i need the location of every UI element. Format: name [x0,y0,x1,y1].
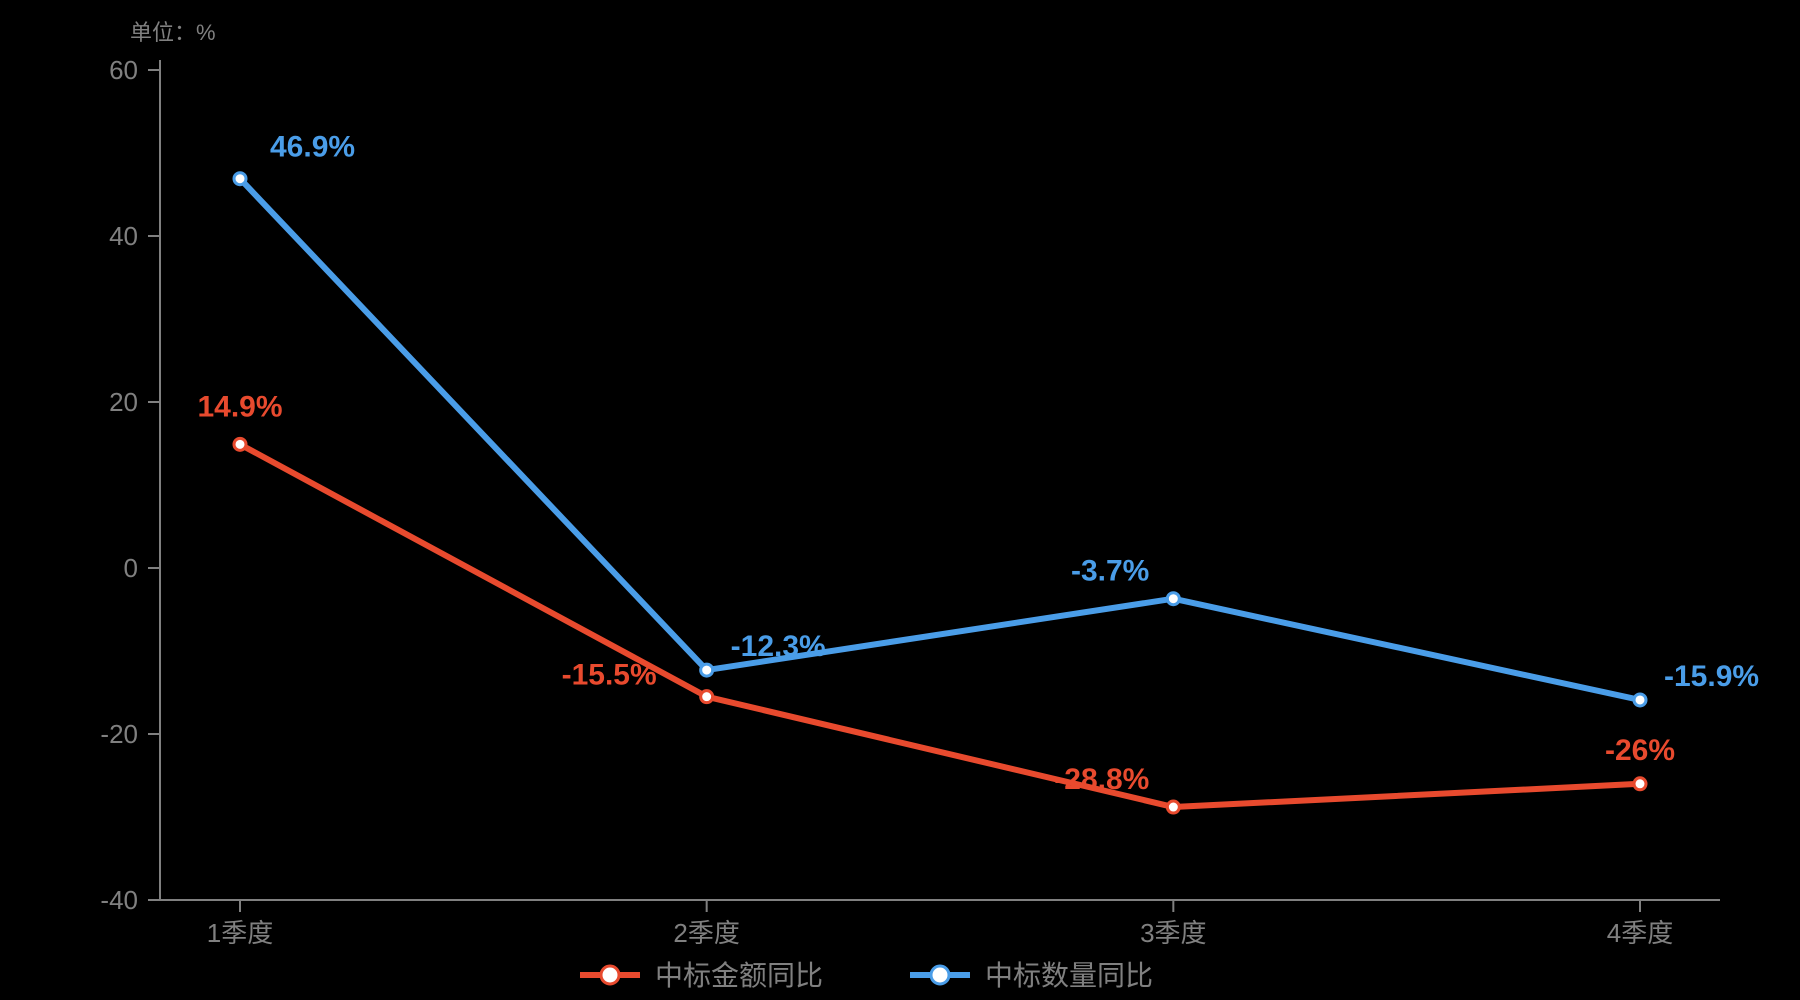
data-point-marker [234,438,246,450]
data-point-label: 14.9% [197,390,282,423]
data-point-marker [1167,801,1179,813]
data-point-label: -15.9% [1664,660,1759,693]
data-point-marker [701,691,713,703]
unit-label: 单位：% [130,20,216,45]
legend-marker-icon [931,966,949,984]
data-point-label: -15.5% [562,659,657,692]
x-tick-label: 3季度 [1140,918,1206,948]
y-tick-label: 60 [109,55,138,85]
y-tick-label: 40 [109,221,138,251]
x-tick-label: 1季度 [207,918,273,948]
series-line [240,179,1640,700]
line-chart: -40 -20 0 20 40 60 单位：% 1季度 2季度 3季度 4季度 14.9% -15.5%… [0,0,1800,1000]
data-point-label: -26% [1605,734,1675,767]
data-point-marker [234,173,246,185]
legend-marker-icon [601,966,619,984]
data-point-marker [1167,593,1179,605]
series-line [240,444,1640,807]
x-tick-label: 2季度 [673,918,739,948]
data-point-marker [701,664,713,676]
x-tick-label: 4季度 [1607,918,1673,948]
y-tick-label: 0 [124,553,138,583]
y-tick-label: -20 [100,719,138,749]
y-tick-label: 20 [109,387,138,417]
data-point-label: -12.3% [731,630,826,663]
chart-svg: -40 -20 0 20 40 60 单位：% 1季度 2季度 3季度 4季度 14.9% -15.5%… [0,0,1800,1000]
y-tick-label: -40 [100,885,138,915]
legend-label: 中标金额同比 [655,960,823,991]
data-point-marker [1634,694,1646,706]
legend-label: 中标数量同比 [985,960,1153,991]
data-point-label: -3.7% [1071,555,1149,588]
data-point-marker [1634,778,1646,790]
data-point-label: 46.9% [270,131,355,164]
data-point-label: -28.8% [1054,763,1149,796]
